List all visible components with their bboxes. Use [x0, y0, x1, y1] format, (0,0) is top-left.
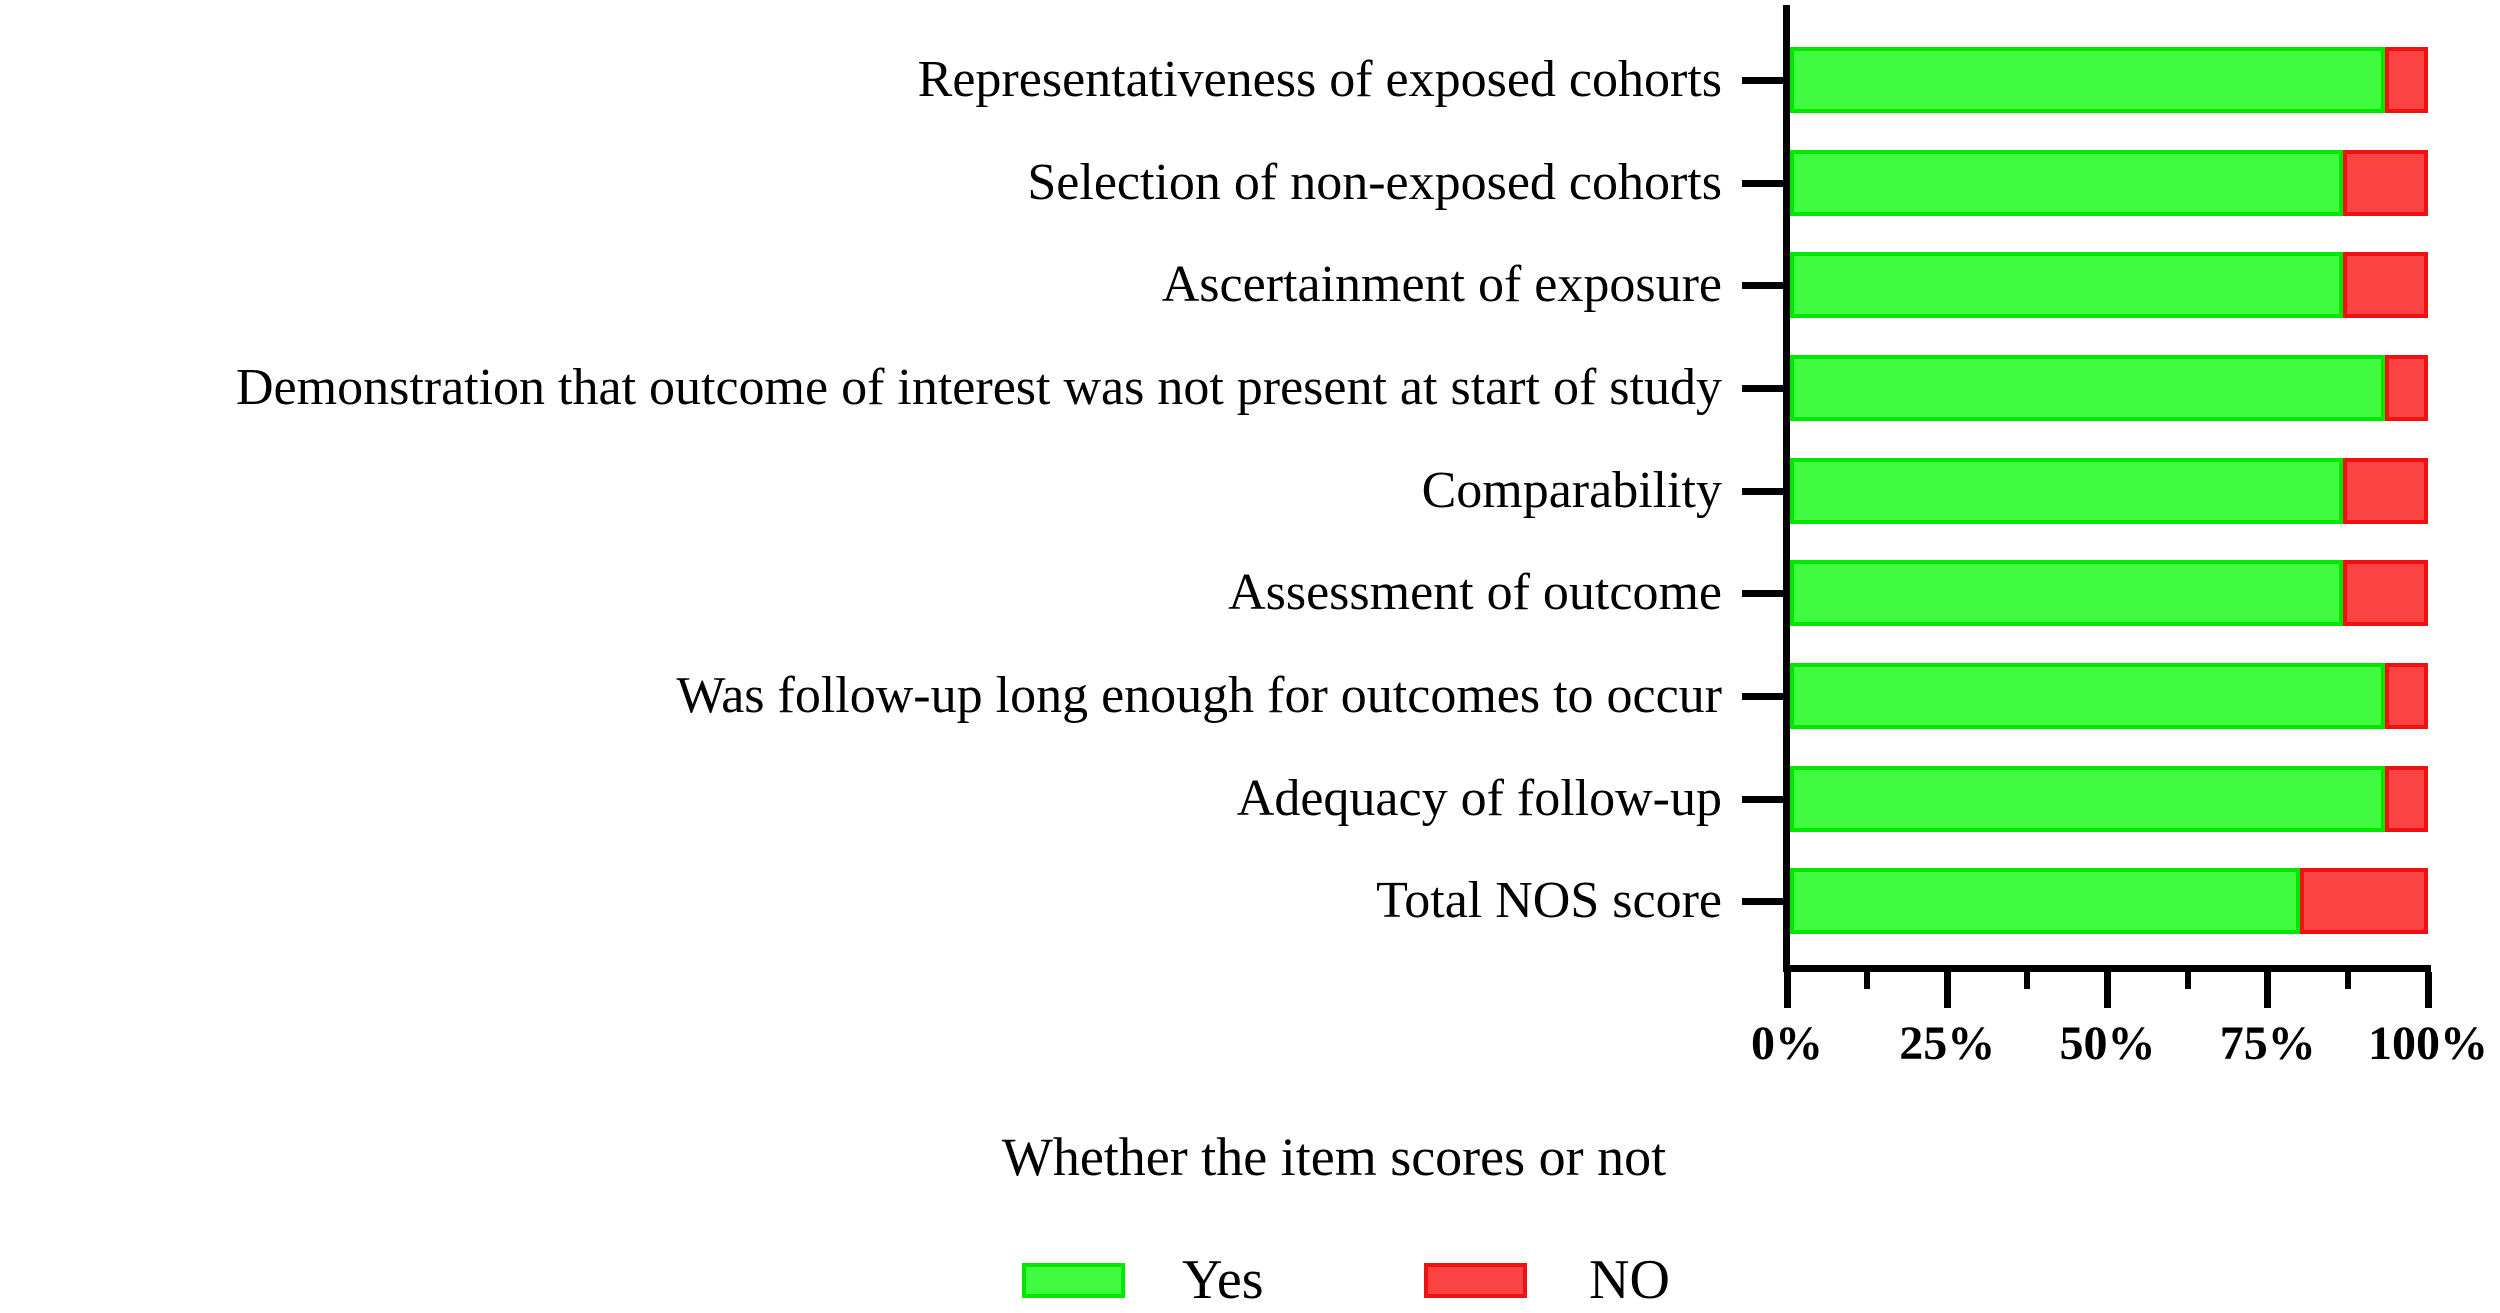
bar-segment-no [2343, 560, 2428, 626]
bar-segment-no [2385, 766, 2428, 832]
bar-segment-yes [1790, 252, 2343, 318]
bar-segment-yes [1790, 663, 2385, 729]
bar-segment-yes [1790, 458, 2343, 524]
stacked-bar [1790, 355, 2428, 421]
x-axis-minor-tick [2184, 972, 2191, 989]
legend-swatch-yes [1022, 1262, 1125, 1298]
x-axis-major-tick [1783, 972, 1791, 1008]
y-axis-line [1783, 5, 1790, 971]
bar-segment-yes [1790, 150, 2343, 216]
category-label: Selection of non-exposed cohorts [1027, 154, 1722, 211]
y-axis-tick [1742, 488, 1784, 495]
stacked-bar [1790, 766, 2428, 832]
x-axis-major-tick [1943, 972, 1951, 1008]
bar-segment-yes [1790, 560, 2343, 626]
x-axis-major-tick [2424, 972, 2432, 1008]
stacked-bar [1790, 560, 2428, 626]
x-axis-major-tick [2264, 972, 2272, 1008]
category-label: Ascertainment of exposure [1161, 256, 1722, 313]
x-axis-minor-tick [2344, 972, 2351, 989]
y-axis-tick [1742, 385, 1784, 392]
y-axis-tick [1742, 180, 1784, 187]
legend-label-no: NO [1589, 1249, 1670, 1311]
x-axis-tick-label: 100% [2368, 1017, 2488, 1070]
x-axis-title: Whether the item scores or not [1001, 1127, 1667, 1187]
y-axis-tick [1742, 796, 1784, 803]
legend: Yes NO [0, 1252, 2500, 1308]
bar-segment-no [2385, 663, 2428, 729]
stacked-bar [1790, 47, 2428, 113]
legend-item-no: NO [1424, 1252, 1670, 1308]
x-axis-line [1783, 965, 2431, 972]
x-axis-tick-label: 25% [1899, 1017, 1996, 1070]
x-axis-tick-label: 0% [1751, 1017, 1823, 1070]
y-axis-tick [1742, 898, 1784, 905]
bar-segment-no [2385, 355, 2428, 421]
x-axis-major-tick [2104, 972, 2111, 1008]
x-axis-tick-label: 75% [2219, 1017, 2316, 1070]
category-label: Adequacy of follow-up [1236, 770, 1722, 827]
stacked-bar [1790, 663, 2428, 729]
y-axis-tick [1742, 282, 1784, 289]
bar-segment-no [2300, 868, 2428, 934]
legend-item-yes: Yes [1022, 1252, 1263, 1308]
category-label: Total NOS score [1376, 872, 1722, 929]
y-axis-tick [1742, 693, 1784, 700]
category-label: Comparability [1421, 462, 1722, 519]
bar-segment-no [2343, 150, 2428, 216]
x-axis-tick-label: 50% [2059, 1017, 2156, 1070]
stacked-bar [1790, 458, 2428, 524]
bar-segment-no [2385, 47, 2428, 113]
bar-segment-yes [1790, 355, 2385, 421]
bar-segment-no [2343, 252, 2428, 318]
category-label: Was follow-up long enough for outcomes t… [676, 667, 1722, 724]
bar-segment-yes [1790, 47, 2385, 113]
legend-label-yes: Yes [1182, 1249, 1264, 1311]
y-axis-tick [1742, 77, 1784, 84]
bar-segment-yes [1790, 868, 2300, 934]
y-axis-tick [1742, 590, 1784, 597]
stacked-bar [1790, 150, 2428, 216]
stacked-bar [1790, 868, 2428, 934]
bar-segment-no [2343, 458, 2428, 524]
x-axis-minor-tick [1864, 972, 1871, 989]
legend-swatch-no [1424, 1262, 1527, 1298]
category-label: Demonstration that outcome of interest w… [236, 359, 1722, 416]
category-label: Assessment of outcome [1228, 564, 1722, 621]
category-label: Representativeness of exposed cohorts [917, 51, 1722, 108]
stacked-bar [1790, 252, 2428, 318]
x-axis-minor-tick [2024, 972, 2031, 989]
bar-segment-yes [1790, 766, 2385, 832]
